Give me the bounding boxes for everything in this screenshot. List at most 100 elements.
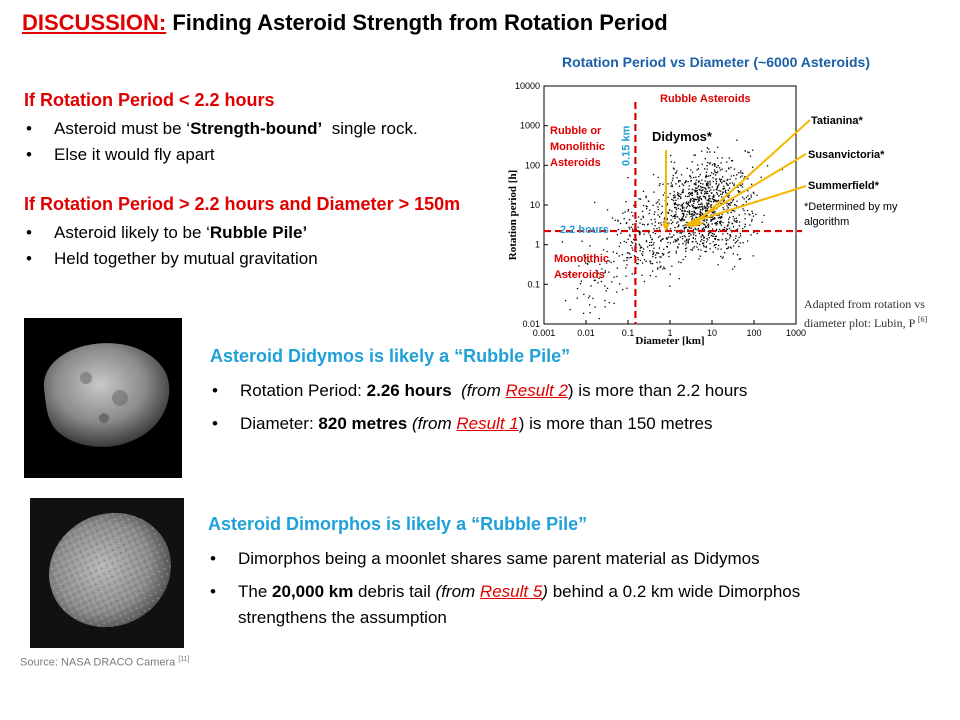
asteroid-point [677,221,679,223]
asteroid-point [628,234,631,236]
asteroid-point [674,217,676,219]
asteroid-point [752,149,754,151]
asteroid-point [649,209,651,211]
asteroid-point [718,195,720,197]
asteroid-point [677,194,679,197]
asteroid-point [738,245,740,248]
asteroid-point [680,193,682,196]
asteroid-point [745,196,747,199]
asteroid-point [677,194,679,196]
asteroid-point [711,186,713,188]
asteroid-point [733,184,735,186]
asteroid-point [665,237,668,239]
asteroid-point [686,203,688,205]
rubble-region-label: Rubble Asteroids [660,93,751,105]
asteroid-point [749,214,751,216]
asteroid-point [751,220,753,222]
asteroid-point [728,196,730,198]
asteroid-point [675,250,677,252]
asteroid-point [681,206,684,209]
asteroid-point [657,236,660,238]
asteroid-point [677,198,679,200]
asteroid-point [693,207,696,209]
asteroid-point [620,232,622,234]
asteroid-point [703,237,705,239]
asteroid-point [721,257,723,259]
bullet-text: Rotation Period: [240,381,367,400]
asteroid-point [683,235,685,237]
asteroid-point [627,238,629,240]
asteroid-point [710,204,713,206]
asteroid-point [739,232,741,235]
asteroid-point [590,285,592,287]
asteroid-point [708,148,710,150]
asteroid-point [694,238,696,240]
asteroid-point [721,196,723,198]
asteroid-point [691,249,694,251]
asteroid-point [654,225,656,227]
asteroid-point [688,213,691,215]
asteroid-point [700,192,703,194]
asteroid-point [751,183,753,185]
result-5-link[interactable]: Result 5 [479,582,543,601]
asteroid-point [705,188,707,191]
asteroid-point [688,188,690,190]
didymos-heading: Asteroid Didymos is likely a “Rubble Pil… [210,346,571,366]
asteroid-point [632,242,634,244]
asteroid-point [749,224,751,226]
asteroid-point [697,193,699,195]
asteroid-point [704,250,706,253]
asteroid-point [657,267,659,269]
asteroid-point [703,242,705,244]
source-text: Source: NASA DRACO Camera [20,656,179,669]
asteroid-point [619,242,622,244]
attribution-line: Adapted from rotation vs [804,297,925,311]
asteroid-point [717,146,719,148]
asteroid-point [736,200,738,202]
asteroid-point [682,218,684,220]
asteroid-point [671,210,673,212]
asteroid-point [697,181,700,183]
asteroid-point [718,183,720,185]
asteroid-point [667,212,670,214]
x-tick-label: 100 [746,328,761,338]
asteroid-point [737,186,739,188]
dimorphos-heading: Asteroid Dimorphos is likely a “Rubble P… [208,514,588,534]
asteroid-point [593,228,595,230]
asteroid-point [652,231,654,234]
asteroid-point [731,160,734,162]
result-1-link[interactable]: Result 1 [456,414,519,433]
asteroid-point [658,227,660,229]
asteroid-point [638,198,640,200]
asteroid-point [714,211,716,213]
asteroid-point [709,163,711,165]
asteroid-point [704,207,706,210]
asteroid-point [692,217,694,219]
asteroid-point [722,233,724,235]
asteroid-point [721,217,723,219]
bullet-bold: 820 metres [318,414,408,433]
asteroid-point [587,263,589,265]
asteroid-point [561,241,564,243]
asteroid-point [713,218,715,220]
asteroid-point [718,167,721,169]
asteroid-point [752,215,755,217]
asteroid-point [729,178,731,180]
asteroid-point [707,234,710,236]
asteroid-point [730,175,732,177]
result-2-link[interactable]: Result 2 [505,381,568,400]
asteroid-point [705,174,708,176]
asteroid-point [718,228,721,231]
asteroid-point [653,242,655,244]
asteroid-point [731,200,734,202]
asteroid-point [689,194,691,196]
asteroid-point [678,225,680,227]
asteroid-point [663,248,665,250]
asteroid-point [703,239,705,242]
asteroid-point [727,232,729,235]
asteroid-point [589,295,591,297]
y-axis-label: Rotation period [h] [507,170,519,260]
asteroid-point [701,179,703,181]
asteroid-point [696,192,698,194]
asteroid-point [715,178,717,180]
